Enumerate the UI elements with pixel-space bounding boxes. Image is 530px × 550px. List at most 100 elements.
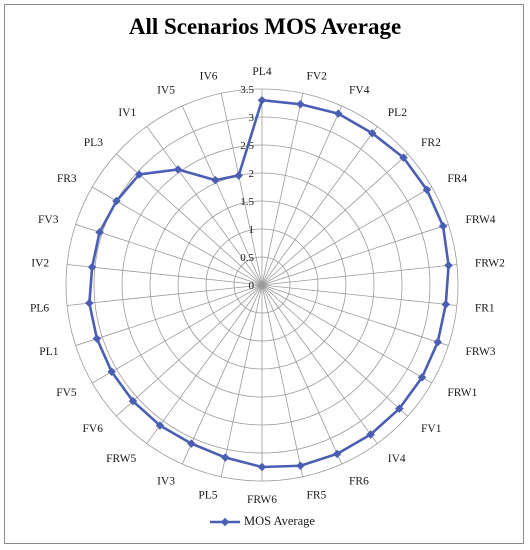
category-label-iv2: IV2 [31,258,49,270]
grid-spoke [181,105,263,286]
data-point-fr2 [399,153,408,162]
grid-spoke [261,284,408,417]
grid-spoke [261,186,432,286]
data-point-frw3 [433,337,442,347]
data-point-iv1 [173,165,183,174]
grid-spoke [261,93,304,286]
grid-spoke [261,284,432,384]
data-point-iv5 [211,175,220,185]
data-point-pl5 [221,453,230,462]
category-label-fr4: FR4 [447,173,467,185]
grid-spoke [261,153,408,286]
grid-spoke [261,284,304,477]
category-label-fr2: FR2 [421,137,441,149]
category-label-pl6: PL6 [30,302,49,314]
data-point-pl6 [85,298,94,308]
category-label-frw6: FRW6 [247,494,277,506]
radar-grid [65,88,459,482]
category-label-fv2: FV2 [306,71,327,83]
series-layer [85,95,453,472]
data-point-fv5 [107,367,116,377]
grid-spoke [181,284,263,465]
category-label-frw1: FRW1 [447,387,477,399]
tick-label: 1 [249,224,255,236]
data-point-fr3 [112,196,121,206]
grid-spoke [146,284,263,444]
category-label-frw5: FRW5 [106,453,136,465]
category-label-pl4: PL4 [252,66,271,78]
legend: MOS Average [210,514,315,529]
category-label-fv5: FV5 [56,387,77,399]
category-label-frw3: FRW3 [466,346,496,358]
tick-label: 3.5 [240,84,254,96]
category-label-iv1: IV1 [118,107,136,119]
legend-label: MOS Average [244,514,315,528]
category-label-fv1: FV1 [421,423,442,435]
category-label-iv3: IV3 [157,475,175,487]
category-label-frw2: FRW2 [475,258,505,270]
category-label-iv6: IV6 [200,71,218,83]
data-point-frw4 [438,221,448,231]
category-label-iv4: IV4 [388,453,406,465]
grid-spoke [261,284,457,306]
series-line [88,98,450,469]
data-point-iv6 [234,171,243,180]
data-point-fv3 [95,227,104,237]
grid-spoke [261,284,449,346]
legend-marker [210,517,240,526]
grid-spoke [261,284,378,444]
grid-spoke [261,264,457,286]
data-point-fr6 [332,449,342,459]
category-label-pl1: PL1 [39,346,58,358]
data-point-pl4 [257,95,267,105]
data-point-pl1 [92,334,102,343]
data-point-fr5 [296,461,305,471]
category-label-iv5: IV5 [157,85,175,97]
grid-spoke [75,284,263,346]
data-point-fv2 [296,99,305,109]
data-point-iv3 [187,439,196,448]
data-point-frw5 [155,421,165,430]
tick-label: 0 [249,280,255,292]
category-labels: PL4 FV2 FV4 PL2 FR2 FR4 FRW4 FRW2 FR1 FRW3 FRW1 FV1… [30,66,505,506]
data-point-fr4 [422,185,432,195]
grid-spoke [92,284,263,384]
grid-spoke [92,186,263,286]
category-label-pl5: PL5 [198,489,217,501]
category-label-fr6: FR6 [349,475,369,487]
data-point-pl3 [134,170,144,179]
data-point-fv6 [128,396,138,406]
grid-spoke [261,105,343,286]
chart-title: All Scenarios MOS Average [128,14,402,39]
grid-spoke [220,284,263,477]
grid-spoke [67,264,263,286]
tick-label: 3 [249,112,255,124]
category-label-fr3: FR3 [57,173,77,185]
radial-tick-labels: 00.511.522.533.5 [240,84,254,292]
category-label-fr1: FR1 [475,302,495,314]
grid-spoke [116,284,263,417]
tick-label: 0.5 [240,252,254,264]
category-label-frw4: FRW4 [466,214,496,226]
data-point-iv4 [366,430,375,439]
data-point-fv4 [334,109,343,118]
data-point-iv2 [87,262,97,272]
tick-label: 1.5 [240,196,254,208]
grid-spoke [261,224,449,286]
category-label-pl3: PL3 [84,137,103,149]
category-label-fv4: FV4 [349,85,370,97]
grid-spoke [220,93,263,286]
grid-spoke [261,126,378,286]
data-point-fv1 [395,404,404,413]
tick-label: 2 [249,168,255,180]
category-label-pl2: PL2 [388,107,407,119]
grid-spoke [75,224,263,286]
data-point-fr1 [441,300,451,309]
category-label-fv6: FV6 [83,423,104,435]
data-point-pl2 [368,128,377,138]
data-point-frw1 [417,373,427,382]
data-point-frw2 [444,261,453,270]
category-label-fr5: FR5 [306,489,326,501]
data-point-frw6 [257,462,267,472]
